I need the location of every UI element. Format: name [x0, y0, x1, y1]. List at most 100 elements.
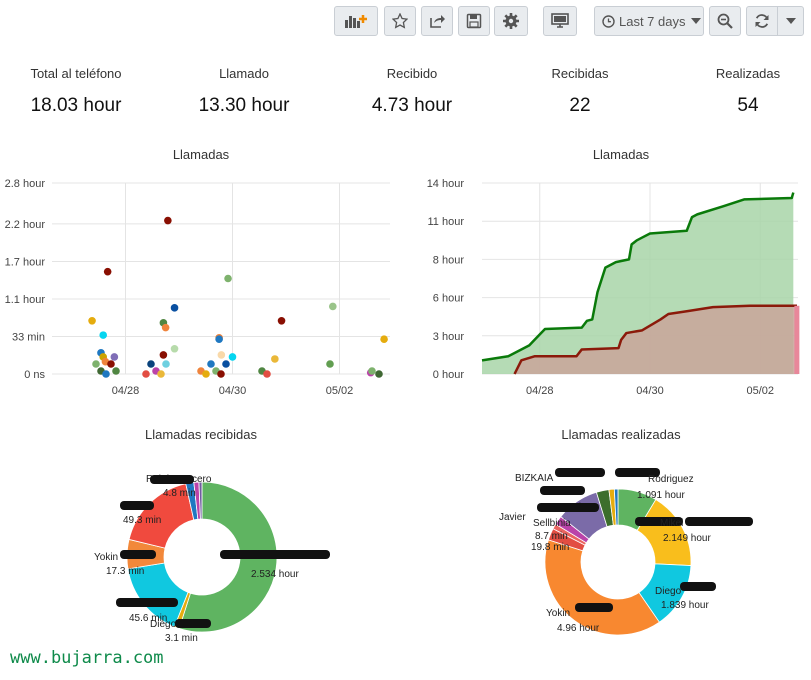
pie-label: 3.1 min — [165, 633, 198, 644]
scatter-point — [142, 370, 150, 378]
pie-label: 8.7 min — [535, 531, 568, 542]
time-picker-button[interactable]: Last 7 days — [594, 6, 704, 36]
monitor-icon — [551, 13, 569, 28]
redacted-name — [680, 582, 716, 591]
settings-button[interactable] — [494, 6, 528, 36]
share-icon — [430, 15, 445, 28]
tv-mode-button[interactable] — [543, 6, 577, 36]
stat-value: 13.30 hour — [198, 95, 290, 116]
scatter-point — [159, 351, 168, 359]
scatter-point — [202, 370, 210, 378]
x-tick-label: 05/02 — [326, 385, 354, 397]
pie-label: 17.3 min — [106, 566, 144, 577]
scatter-point — [110, 353, 119, 361]
pie-left-panel-title[interactable]: Llamadas recibidas — [144, 427, 257, 442]
scatter-point — [217, 351, 226, 359]
scatter-point — [107, 360, 115, 368]
share-button[interactable] — [421, 6, 453, 36]
pie-label: 4.96 hour — [557, 623, 600, 634]
zoom-out-button[interactable] — [709, 6, 741, 36]
scatter-point — [162, 360, 170, 368]
pie-slice — [613, 488, 619, 526]
pie-label: 45.6 min — [129, 613, 167, 624]
redacted-name — [685, 517, 753, 526]
redacted-name — [537, 503, 599, 512]
redacted-name — [575, 603, 613, 612]
redacted-name — [120, 501, 154, 510]
series-line — [513, 304, 797, 375]
y-tick-label: 1.1 hour — [5, 294, 46, 306]
pie-label: 49.3 min — [123, 515, 161, 526]
stat-value: 4.73 hour — [371, 95, 453, 116]
y-tick-label: 3 hour — [433, 331, 465, 343]
pie-label: 2.149 hour — [663, 533, 711, 544]
pie-label: 1.839 hour — [661, 600, 709, 611]
series-tail-marker — [794, 305, 800, 374]
pie-label: 1.091 hour — [637, 490, 685, 501]
star-icon — [392, 13, 408, 29]
redacted-name — [635, 517, 683, 526]
x-tick-label: 04/30 — [636, 385, 664, 397]
stat-label: Recibidas — [551, 66, 609, 81]
refresh-dropdown-button[interactable] — [777, 6, 804, 36]
scatter-point — [147, 360, 155, 368]
scatter-point — [99, 331, 108, 339]
save-icon — [466, 13, 482, 29]
stat-total: Total al teléfono 18.03 hour — [6, 66, 146, 117]
y-tick-label: 8 hour — [433, 254, 465, 266]
scatter-point — [92, 360, 100, 368]
save-button[interactable] — [458, 6, 490, 36]
pie-right-panel-title[interactable]: Llamadas realizadas — [561, 427, 681, 442]
y-tick-label: 33 min — [12, 331, 45, 343]
add-panel-button[interactable] — [334, 6, 378, 36]
stat-label: Recibido — [386, 66, 438, 81]
redacted-name — [150, 475, 194, 484]
scatter-chart[interactable]: 0 ns 33 min 1.1 hour 1.7 hour 2.2 hour 2.8 ho… — [0, 170, 400, 400]
y-tick-label: 0 ns — [24, 369, 45, 381]
area-panel-title[interactable]: Llamadas — [592, 147, 650, 162]
x-tick-label: 04/28 — [112, 385, 140, 397]
scatter-point — [112, 367, 120, 375]
stat-recibido: Recibido 4.73 hour — [342, 66, 482, 117]
stat-value: 54 — [737, 95, 759, 116]
stat-value: 22 — [569, 95, 591, 116]
stat-label: Total al teléfono — [30, 66, 122, 81]
scatter-point — [170, 304, 179, 312]
scatter-point — [326, 360, 334, 368]
scatter-point — [207, 360, 215, 368]
clock-icon — [602, 14, 615, 28]
redacted-name — [120, 550, 156, 559]
stat-llamado: Llamado 13.30 hour — [174, 66, 314, 117]
y-tick-label: 6 hour — [433, 293, 465, 305]
star-button[interactable] — [384, 6, 416, 36]
redacted-name — [555, 468, 605, 477]
y-tick-label: 0 hour — [433, 369, 465, 381]
pie-label: Rodriguez — [648, 474, 694, 485]
pie-label: Sellbinia — [533, 518, 571, 529]
y-tick-label: 14 hour — [427, 178, 465, 190]
pie-label: 4.8 min — [163, 488, 196, 499]
redacted-name — [220, 550, 330, 559]
redacted-name — [175, 619, 211, 628]
pie-label: Yokin — [94, 552, 118, 563]
scatter-panel-title[interactable]: Llamadas — [172, 147, 230, 162]
add-panel-icon — [345, 15, 367, 28]
redacted-name — [540, 486, 585, 495]
scatter-point — [375, 370, 383, 378]
area-fill — [514, 305, 797, 374]
pie-label: BIZKAIA — [515, 473, 554, 484]
pie-label: Diego — [150, 619, 177, 630]
time-range-label: Last 7 days — [619, 13, 686, 29]
refresh-button[interactable] — [746, 6, 778, 36]
area-chart[interactable]: 0 hour 3 hour 6 hour 8 hour 11 hour 14 hour 04… — [405, 170, 811, 400]
stat-label: Realizadas — [715, 66, 781, 81]
scatter-point — [157, 370, 165, 378]
series-line — [481, 192, 795, 362]
redacted-name — [116, 598, 178, 607]
x-tick-label: 05/02 — [746, 385, 774, 397]
y-tick-label: 1.7 hour — [5, 256, 46, 268]
scatter-point — [368, 367, 376, 375]
zoom-out-icon — [717, 13, 733, 29]
